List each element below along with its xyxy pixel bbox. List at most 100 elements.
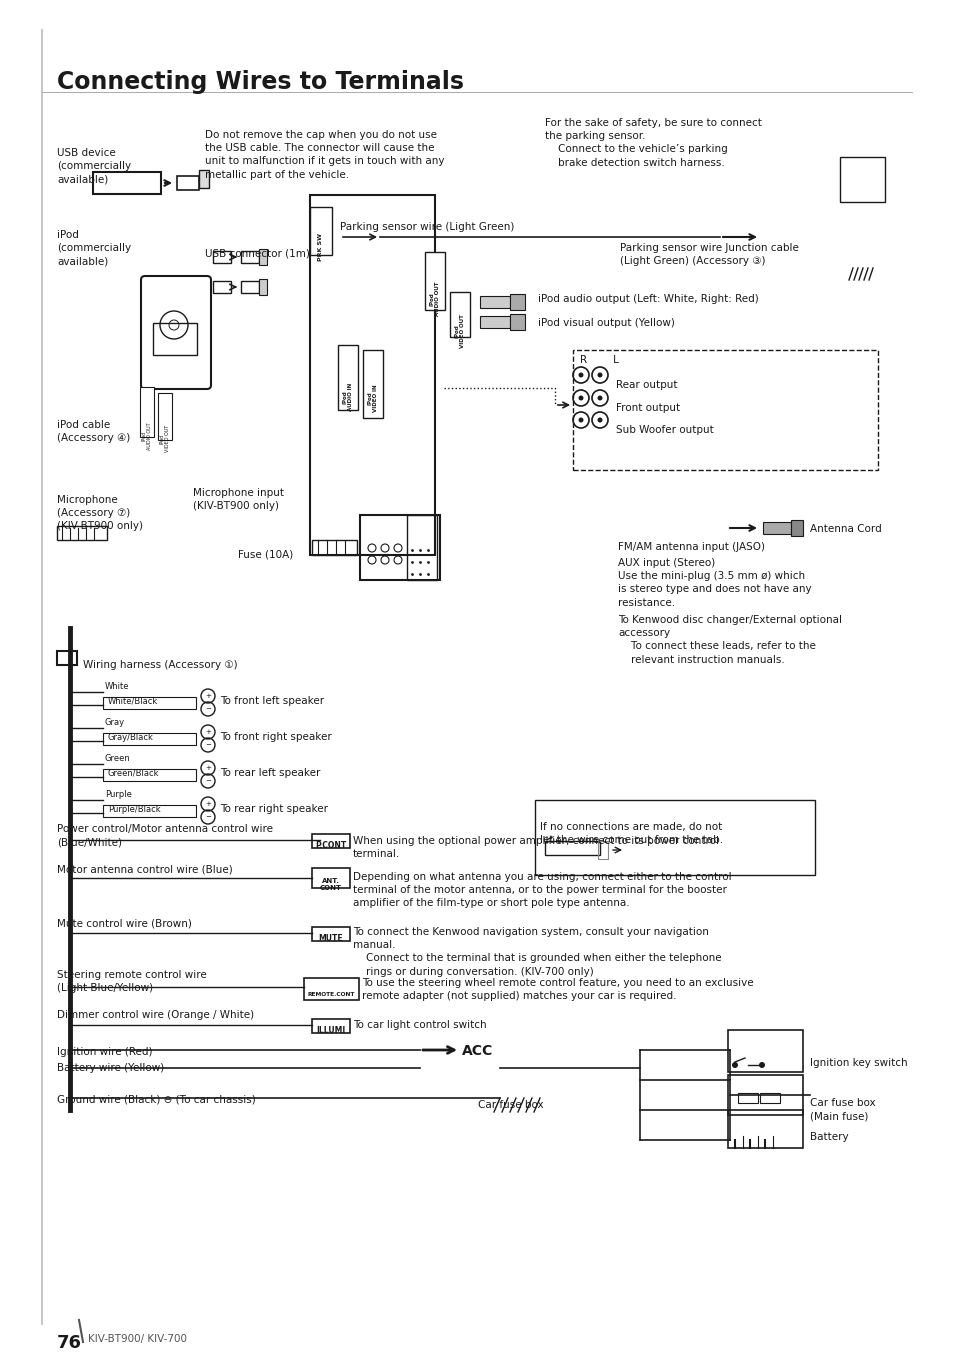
Bar: [337, 345, 357, 410]
Text: Battery: Battery: [809, 1132, 848, 1141]
Text: Steering remote control wire
(Light Blue/Yellow): Steering remote control wire (Light Blue…: [57, 969, 207, 994]
Bar: [762, 523, 790, 533]
Bar: [359, 515, 439, 580]
Text: White/Black: White/Black: [108, 697, 158, 705]
Bar: [241, 282, 258, 292]
Text: FM/AM antenna input (JASO): FM/AM antenna input (JASO): [618, 542, 764, 552]
Bar: [727, 1075, 802, 1114]
Text: MUTE: MUTE: [318, 934, 343, 942]
Text: Microphone
(Accessory ⑦)
(KIV-BT900 only): Microphone (Accessory ⑦) (KIV-BT900 only…: [57, 496, 143, 531]
Bar: [312, 540, 356, 555]
Text: Wiring harness (Accessory ①): Wiring harness (Accessory ①): [83, 659, 237, 670]
Circle shape: [597, 395, 602, 401]
Bar: [213, 282, 231, 292]
Bar: [304, 978, 358, 1001]
Text: Depending on what antenna you are using, connect either to the control
terminal : Depending on what antenna you are using,…: [353, 872, 731, 909]
Bar: [598, 841, 607, 858]
Bar: [103, 697, 195, 709]
Bar: [479, 315, 510, 328]
Text: To car light control switch: To car light control switch: [353, 1020, 486, 1030]
Bar: [479, 297, 510, 307]
Bar: [199, 171, 209, 188]
Text: Green: Green: [105, 754, 131, 764]
Bar: [310, 207, 332, 255]
Text: iPod
AUDIO OUT: iPod AUDIO OUT: [141, 422, 152, 450]
Text: Antenna Cord: Antenna Cord: [809, 524, 881, 533]
Bar: [363, 349, 382, 418]
Bar: [312, 1020, 350, 1033]
Bar: [424, 252, 444, 310]
Text: To use the steering wheel remote control feature, you need to an exclusive
remot: To use the steering wheel remote control…: [361, 978, 753, 1001]
Text: Battery wire (Yellow): Battery wire (Yellow): [57, 1063, 164, 1072]
Bar: [450, 292, 470, 337]
Bar: [103, 769, 195, 781]
Text: ILLUMI: ILLUMI: [316, 1026, 345, 1034]
Text: Front output: Front output: [616, 403, 679, 413]
Bar: [840, 157, 884, 202]
Text: AUX input (Stereo)
Use the mini-plug (3.5 mm ø) which
is stereo type and does no: AUX input (Stereo) Use the mini-plug (3.…: [618, 558, 811, 608]
Circle shape: [578, 372, 583, 378]
Text: Mute control wire (Brown): Mute control wire (Brown): [57, 918, 192, 927]
Text: Dimmer control wire (Orange / White): Dimmer control wire (Orange / White): [57, 1010, 253, 1020]
Bar: [510, 294, 524, 310]
Text: Do not remove the cap when you do not use
the USB cable. The connector will caus: Do not remove the cap when you do not us…: [205, 130, 444, 180]
Circle shape: [731, 1062, 738, 1068]
Text: iPod
AUDIO OUT: iPod AUDIO OUT: [429, 282, 440, 317]
Text: Green/Black: Green/Black: [108, 769, 159, 779]
Text: Sub Woofer output: Sub Woofer output: [616, 425, 713, 435]
Text: +: +: [205, 802, 211, 807]
Text: Gray/Black: Gray/Black: [108, 733, 153, 742]
Text: Parking sensor wire (Light Green): Parking sensor wire (Light Green): [339, 222, 514, 232]
Text: iPod audio output (Left: White, Right: Red): iPod audio output (Left: White, Right: R…: [537, 294, 758, 305]
Text: iPod visual output (Yellow): iPod visual output (Yellow): [537, 318, 674, 328]
Text: iPod cable
(Accessory ④): iPod cable (Accessory ④): [57, 420, 131, 443]
Bar: [407, 515, 436, 580]
Bar: [158, 393, 172, 440]
Text: Microphone input
(KIV-BT900 only): Microphone input (KIV-BT900 only): [193, 487, 284, 512]
Text: Ignition key switch: Ignition key switch: [809, 1057, 906, 1068]
Bar: [760, 1093, 780, 1104]
Bar: [573, 349, 877, 470]
Text: R        L: R L: [579, 355, 618, 366]
Text: Purple/Black: Purple/Black: [108, 806, 160, 814]
Bar: [57, 651, 77, 665]
Text: USB connector (1m): USB connector (1m): [205, 248, 310, 259]
Bar: [103, 733, 195, 745]
Text: To connect the Kenwood navigation system, consult your navigation
manual.
    Co: To connect the Kenwood navigation system…: [353, 927, 720, 976]
Bar: [727, 1110, 802, 1148]
Text: When using the optional power amplifier, connect to its power control
terminal.: When using the optional power amplifier,…: [353, 835, 719, 860]
Text: Car fuse box
(Main fuse): Car fuse box (Main fuse): [809, 1098, 875, 1121]
Circle shape: [597, 372, 602, 378]
Text: iPod
AUDIO IN: iPod AUDIO IN: [342, 383, 353, 412]
Bar: [140, 387, 153, 437]
Bar: [510, 314, 524, 330]
Text: KIV-BT900/ KIV-700: KIV-BT900/ KIV-700: [88, 1334, 187, 1345]
Text: Car fuse box: Car fuse box: [477, 1099, 543, 1110]
Text: +: +: [205, 765, 211, 770]
Circle shape: [597, 417, 602, 422]
Circle shape: [759, 1062, 764, 1068]
Bar: [103, 806, 195, 816]
Bar: [310, 195, 435, 555]
Bar: [57, 525, 107, 540]
Text: iPod
VIDEO OUT: iPod VIDEO OUT: [159, 425, 171, 452]
Text: Parking sensor wire Junction cable
(Light Green) (Accessory ③): Parking sensor wire Junction cable (Ligh…: [619, 242, 798, 267]
Bar: [535, 800, 814, 875]
Text: −: −: [205, 779, 211, 784]
Bar: [312, 868, 350, 888]
Bar: [258, 279, 267, 295]
Text: Connecting Wires to Terminals: Connecting Wires to Terminals: [57, 70, 463, 93]
Text: If no connections are made, do not
let the wire come out from the tab.: If no connections are made, do not let t…: [539, 822, 722, 845]
Text: Power control/Motor antenna control wire
(Blue/White): Power control/Motor antenna control wire…: [57, 825, 273, 848]
Text: iPod
VIDEO OUT: iPod VIDEO OUT: [455, 314, 465, 348]
Text: REMOTE.CONT: REMOTE.CONT: [307, 992, 355, 997]
Text: iPod
VIDEO IN: iPod VIDEO IN: [367, 385, 378, 412]
Bar: [544, 841, 599, 854]
Text: ACC: ACC: [461, 1044, 493, 1057]
Text: Gray: Gray: [105, 718, 125, 727]
Text: Motor antenna control wire (Blue): Motor antenna control wire (Blue): [57, 864, 233, 873]
Bar: [258, 249, 267, 265]
Circle shape: [578, 395, 583, 401]
Bar: [790, 520, 802, 536]
Bar: [213, 250, 231, 263]
